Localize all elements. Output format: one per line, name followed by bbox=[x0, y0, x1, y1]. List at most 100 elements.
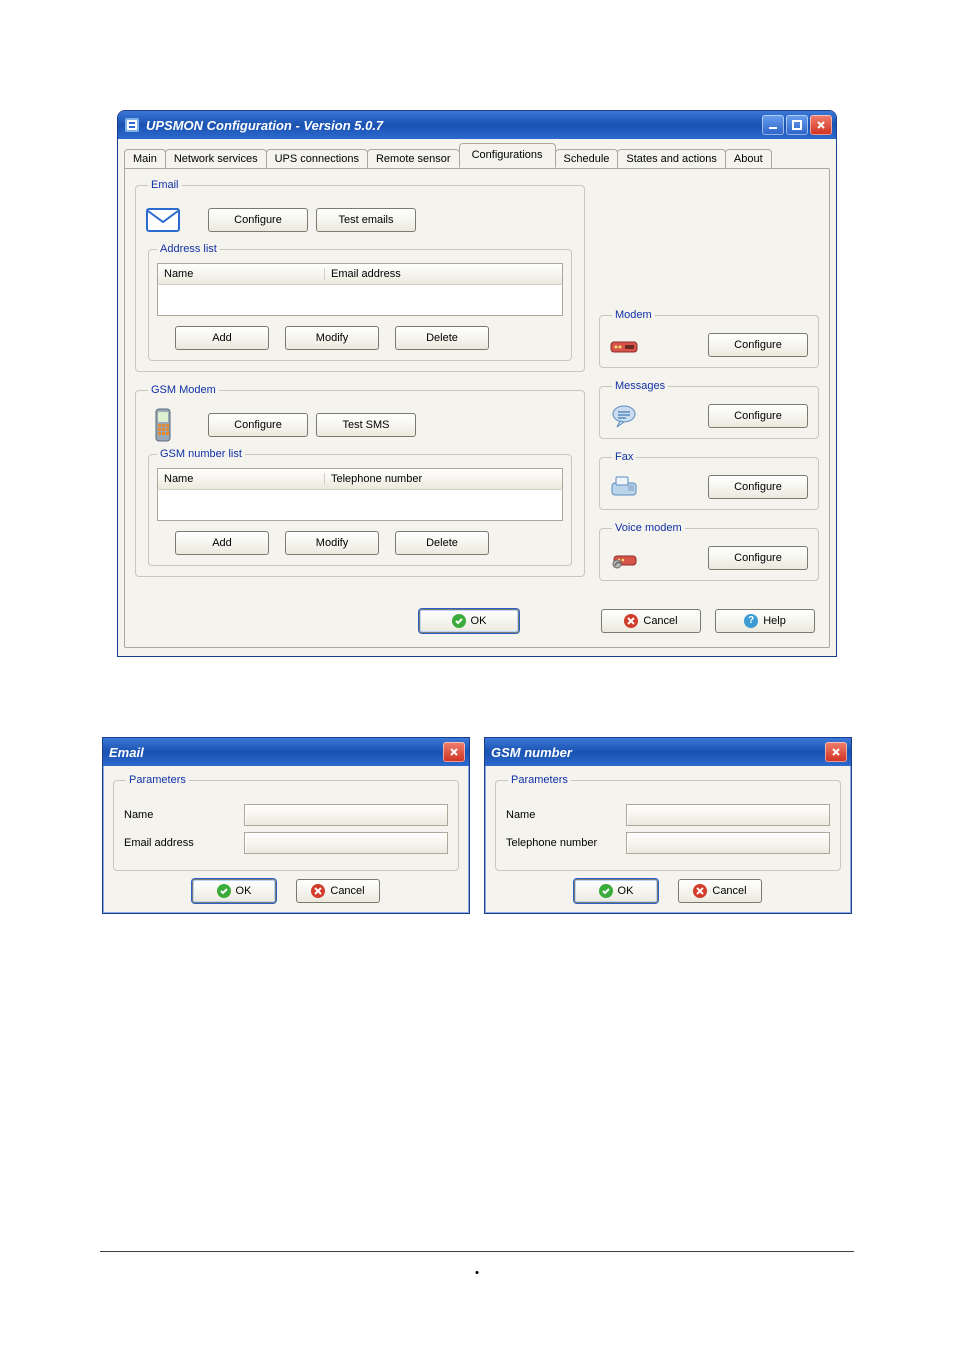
tab-configurations[interactable]: Configurations bbox=[459, 143, 556, 168]
gsm-dialog-name-label: Name bbox=[506, 809, 616, 821]
tabstrip: Main Network services UPS connections Re… bbox=[124, 143, 830, 168]
gsm-group: GSM Modem bbox=[135, 384, 585, 577]
close-button[interactable] bbox=[810, 115, 832, 135]
client-area: Main Network services UPS connections Re… bbox=[118, 139, 836, 656]
gsm-dialog-cancel-label: Cancel bbox=[712, 885, 746, 897]
gsm-list-col-name[interactable]: Name bbox=[158, 473, 325, 485]
messages-legend: Messages bbox=[612, 380, 668, 392]
gsm-legend: GSM Modem bbox=[148, 384, 219, 396]
minimize-button[interactable] bbox=[762, 115, 784, 135]
ok-label: OK bbox=[471, 615, 487, 627]
main-window: UPSMON Configuration - Version 5.0.7 Mai… bbox=[117, 110, 837, 657]
voice-modem-icon bbox=[610, 546, 638, 570]
x-icon bbox=[311, 884, 325, 898]
voice-modem-legend: Voice modem bbox=[612, 522, 685, 534]
help-label: Help bbox=[763, 615, 786, 627]
x-icon bbox=[693, 884, 707, 898]
gsm-modify-button[interactable]: Modify bbox=[285, 531, 379, 555]
email-dialog-name-label: Name bbox=[124, 809, 234, 821]
address-list-col-addr[interactable]: Email address bbox=[325, 268, 562, 280]
cancel-button[interactable]: Cancel bbox=[601, 609, 701, 633]
email-dialog-close-button[interactable] bbox=[443, 742, 465, 762]
dialogs-row: Email Parameters Name Email address bbox=[99, 737, 855, 914]
tab-network-services[interactable]: Network services bbox=[165, 149, 267, 169]
gsm-add-button[interactable]: Add bbox=[175, 531, 269, 555]
titlebar: UPSMON Configuration - Version 5.0.7 bbox=[118, 111, 836, 139]
email-modify-button[interactable]: Modify bbox=[285, 326, 379, 350]
email-test-button[interactable]: Test emails bbox=[316, 208, 416, 232]
gsm-dialog-parameters-legend: Parameters bbox=[508, 774, 571, 786]
tab-main[interactable]: Main bbox=[124, 149, 166, 169]
fax-group: Fax Configure bbox=[599, 451, 819, 510]
help-button[interactable]: ? Help bbox=[715, 609, 815, 633]
tab-panel-configurations: Email Configure Test emails bbox=[124, 168, 830, 648]
app-icon bbox=[124, 117, 140, 133]
modem-group: Modem Configu bbox=[599, 309, 819, 368]
gsm-dialog: GSM number Parameters Name Telephone num… bbox=[484, 737, 852, 914]
email-dialog-cancel-button[interactable]: Cancel bbox=[296, 879, 380, 903]
gsm-dialog-number-label: Telephone number bbox=[506, 837, 616, 849]
tab-remote-sensor[interactable]: Remote sensor bbox=[367, 149, 460, 169]
email-dialog-name-input[interactable] bbox=[244, 804, 448, 826]
tab-ups-connections[interactable]: UPS connections bbox=[266, 149, 368, 169]
tab-states-and-actions[interactable]: States and actions bbox=[617, 149, 726, 169]
gsm-dialog-number-input[interactable] bbox=[626, 832, 830, 854]
page-footer-rule bbox=[100, 1251, 854, 1252]
modem-icon bbox=[610, 333, 638, 357]
gsm-dialog-titlebar: GSM number bbox=[485, 738, 851, 766]
gsm-dialog-ok-button[interactable]: OK bbox=[574, 879, 658, 903]
gsm-list-body[interactable] bbox=[157, 489, 563, 521]
gsm-delete-button[interactable]: Delete bbox=[395, 531, 489, 555]
check-icon bbox=[217, 884, 231, 898]
email-dialog-address-label: Email address bbox=[124, 837, 234, 849]
email-dialog-title: Email bbox=[109, 745, 441, 760]
gsm-list-header: Name Telephone number bbox=[157, 468, 563, 489]
gsm-dialog-close-button[interactable] bbox=[825, 742, 847, 762]
tab-schedule[interactable]: Schedule bbox=[555, 149, 619, 169]
email-dialog-ok-button[interactable]: OK bbox=[192, 879, 276, 903]
bottom-button-bar: OK Cancel ? Help bbox=[135, 609, 819, 633]
fax-icon bbox=[610, 475, 638, 499]
messages-configure-button[interactable]: Configure bbox=[708, 404, 808, 428]
email-add-button[interactable]: Add bbox=[175, 326, 269, 350]
voice-modem-group: Voice modem C bbox=[599, 522, 819, 581]
help-icon: ? bbox=[744, 614, 758, 628]
gsm-number-list-legend: GSM number list bbox=[157, 448, 245, 460]
ok-button[interactable]: OK bbox=[419, 609, 519, 633]
gsm-configure-button[interactable]: Configure bbox=[208, 413, 308, 437]
address-list-body[interactable] bbox=[157, 284, 563, 316]
cellphone-icon bbox=[146, 408, 180, 442]
email-dialog-address-input[interactable] bbox=[244, 832, 448, 854]
email-configure-button[interactable]: Configure bbox=[208, 208, 308, 232]
check-icon bbox=[599, 884, 613, 898]
fax-legend: Fax bbox=[612, 451, 636, 463]
right-column: Modem Configu bbox=[599, 179, 819, 593]
fax-configure-button[interactable]: Configure bbox=[708, 475, 808, 499]
window-title: UPSMON Configuration - Version 5.0.7 bbox=[146, 118, 760, 133]
gsm-dialog-cancel-button[interactable]: Cancel bbox=[678, 879, 762, 903]
gsm-dialog-parameters-group: Parameters Name Telephone number bbox=[495, 774, 841, 871]
gsm-dialog-title: GSM number bbox=[491, 745, 823, 760]
gsm-dialog-ok-label: OK bbox=[618, 885, 634, 897]
address-list-col-name[interactable]: Name bbox=[158, 268, 325, 280]
gsm-list-col-num[interactable]: Telephone number bbox=[325, 473, 562, 485]
email-dialog-titlebar: Email bbox=[103, 738, 469, 766]
email-delete-button[interactable]: Delete bbox=[395, 326, 489, 350]
modem-configure-button[interactable]: Configure bbox=[708, 333, 808, 357]
tab-about[interactable]: About bbox=[725, 149, 772, 169]
email-group: Email Configure Test emails bbox=[135, 179, 585, 372]
email-legend: Email bbox=[148, 179, 182, 191]
email-dialog-parameters-legend: Parameters bbox=[126, 774, 189, 786]
email-icon bbox=[146, 203, 180, 237]
gsm-dialog-name-input[interactable] bbox=[626, 804, 830, 826]
messages-icon bbox=[610, 404, 638, 428]
maximize-button[interactable] bbox=[786, 115, 808, 135]
email-dialog-cancel-label: Cancel bbox=[330, 885, 364, 897]
modem-legend: Modem bbox=[612, 309, 655, 321]
left-column: Email Configure Test emails bbox=[135, 179, 585, 593]
x-icon bbox=[624, 614, 638, 628]
gsm-test-button[interactable]: Test SMS bbox=[316, 413, 416, 437]
voice-modem-configure-button[interactable]: Configure bbox=[708, 546, 808, 570]
messages-group: Messages bbox=[599, 380, 819, 439]
gsm-number-list-group: GSM number list Name Telephone number Ad… bbox=[148, 448, 572, 566]
